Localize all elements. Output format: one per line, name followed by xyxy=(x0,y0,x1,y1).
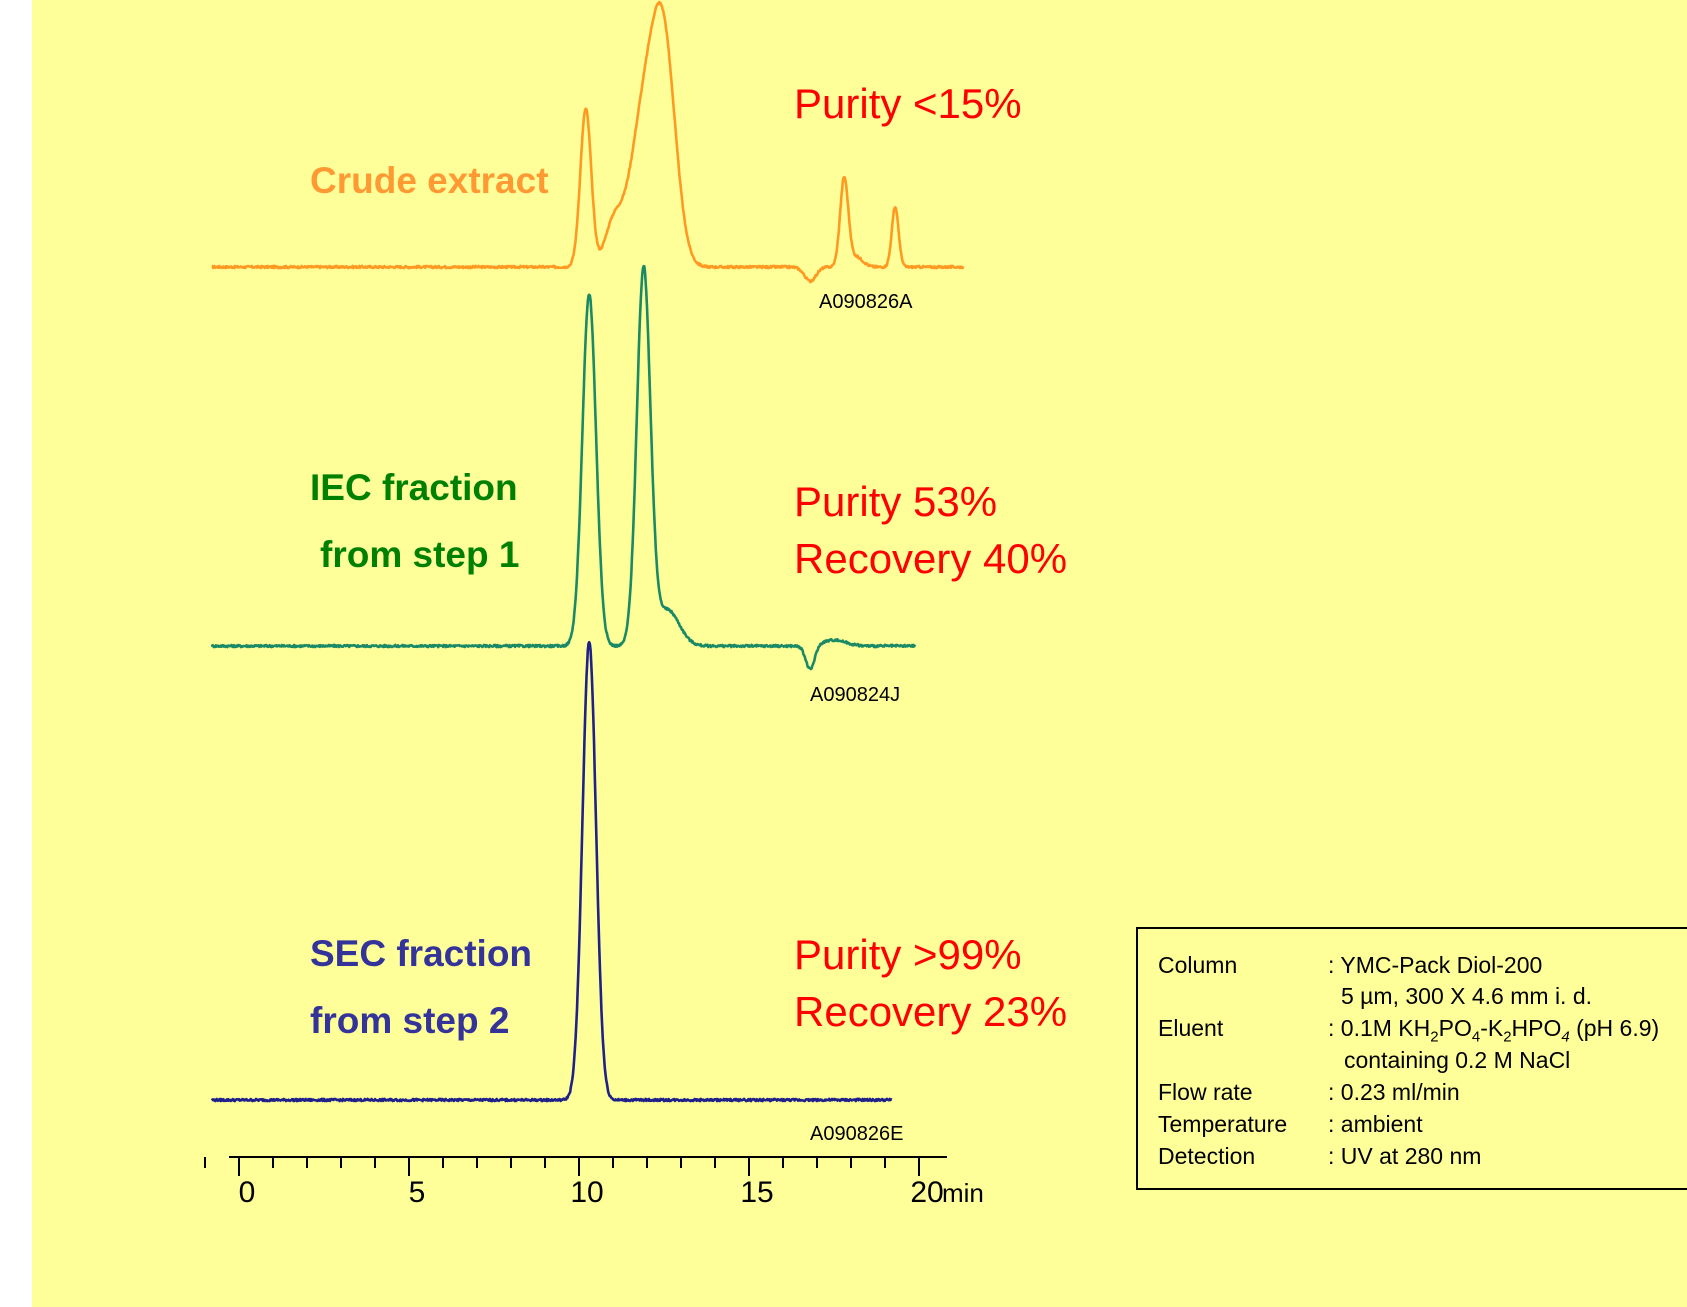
detection-value: : UV at 280 nm xyxy=(1328,1143,1482,1169)
iec-fraction-label-line1: IEC fraction xyxy=(310,467,518,508)
x-tick-label: 0 xyxy=(239,1176,256,1209)
column-row: Column : YMC-Pack Diol-200 xyxy=(1158,954,1542,977)
flow-rate-value: : 0.23 ml/min xyxy=(1328,1079,1460,1105)
sec-fraction-label-line2: from step 2 xyxy=(310,1000,510,1041)
crude-extract-label: Crude extract xyxy=(310,160,549,201)
flow-rate-key: Flow rate xyxy=(1158,1079,1253,1105)
x-tick-label: 10 xyxy=(570,1176,603,1209)
column-value: : YMC-Pack Diol-200 xyxy=(1328,952,1543,978)
temperature-key: Temperature xyxy=(1158,1111,1288,1137)
temperature-row: Temperature : ambient xyxy=(1158,1113,1423,1136)
x-unit-label: min xyxy=(942,1178,984,1208)
detection-key: Detection xyxy=(1158,1143,1256,1169)
iec-fraction-label-line2: from step 1 xyxy=(320,534,520,575)
eluent-value-2: containing 0.2 M NaCl xyxy=(1344,1047,1571,1073)
column-key: Column xyxy=(1158,952,1238,978)
eluent-value: : 0.1M KH2PO4-K2HPO4 (pH 6.9) xyxy=(1328,1015,1660,1046)
iec-sample-id: A090824J xyxy=(810,684,901,706)
flow-rate-row: Flow rate : 0.23 ml/min xyxy=(1158,1081,1460,1104)
column-row-2: 5 µm, 300 X 4.6 mm i. d. xyxy=(1341,985,1592,1008)
temperature-value: : ambient xyxy=(1328,1111,1423,1137)
crude-sample-id: A090826A xyxy=(819,291,913,313)
eluent-row: Eluent : 0.1M KH2PO4-K2HPO4 (pH 6.9) xyxy=(1158,1017,1659,1045)
sec-fraction-label-line1: SEC fraction xyxy=(310,933,533,974)
x-tick-label: 20 xyxy=(910,1176,943,1209)
eluent-key: Eluent xyxy=(1158,1015,1224,1041)
iec-purity-annotation: Purity 53% xyxy=(794,478,998,525)
conditions-box: Column : YMC-Pack Diol-200 5 µm, 300 X 4.… xyxy=(1136,927,1687,1190)
eluent-row-2: containing 0.2 M NaCl xyxy=(1344,1049,1570,1072)
sec-sample-id: A090826E xyxy=(810,1123,904,1145)
x-tick-label: 5 xyxy=(409,1176,426,1209)
trace-sec xyxy=(210,640,893,1103)
x-tick-label: 15 xyxy=(740,1176,773,1209)
sec-purity-annotation: Purity >99% xyxy=(794,931,1022,978)
sec-recovery-annotation: Recovery 23% xyxy=(794,988,1068,1035)
column-value-2: 5 µm, 300 X 4.6 mm i. d. xyxy=(1341,983,1593,1009)
trace-crude xyxy=(211,0,965,284)
crude-purity-annotation: Purity <15% xyxy=(794,80,1022,127)
iec-recovery-annotation: Recovery 40% xyxy=(794,535,1068,582)
trace-iec xyxy=(210,264,917,671)
detection-row: Detection : UV at 280 nm xyxy=(1158,1145,1481,1168)
